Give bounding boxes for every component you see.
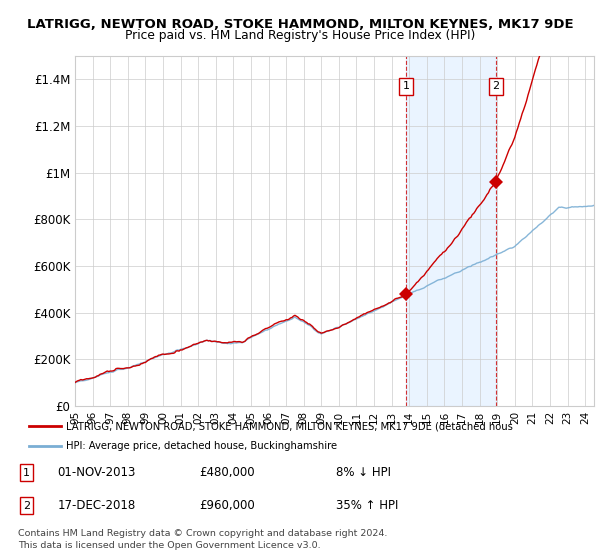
Text: £960,000: £960,000: [199, 500, 255, 512]
Text: 1: 1: [23, 468, 30, 478]
Text: 2: 2: [23, 501, 30, 511]
Text: 2: 2: [492, 81, 499, 91]
Text: 1: 1: [403, 81, 410, 91]
Text: Contains HM Land Registry data © Crown copyright and database right 2024.
This d: Contains HM Land Registry data © Crown c…: [18, 529, 388, 550]
Text: 35% ↑ HPI: 35% ↑ HPI: [335, 500, 398, 512]
Text: £480,000: £480,000: [199, 466, 255, 479]
Text: LATRIGG, NEWTON ROAD, STOKE HAMMOND, MILTON KEYNES, MK17 9DE: LATRIGG, NEWTON ROAD, STOKE HAMMOND, MIL…: [26, 18, 574, 31]
Bar: [406, 56, 496, 406]
Text: 01-NOV-2013: 01-NOV-2013: [58, 466, 136, 479]
Text: HPI: Average price, detached house, Buckinghamshire: HPI: Average price, detached house, Buck…: [66, 441, 337, 451]
Text: LATRIGG, NEWTON ROAD, STOKE HAMMOND, MILTON KEYNES, MK17 9DE (detached hous: LATRIGG, NEWTON ROAD, STOKE HAMMOND, MIL…: [66, 421, 513, 431]
Text: 17-DEC-2018: 17-DEC-2018: [58, 500, 136, 512]
Text: Price paid vs. HM Land Registry's House Price Index (HPI): Price paid vs. HM Land Registry's House …: [125, 29, 475, 42]
Text: 8% ↓ HPI: 8% ↓ HPI: [335, 466, 391, 479]
